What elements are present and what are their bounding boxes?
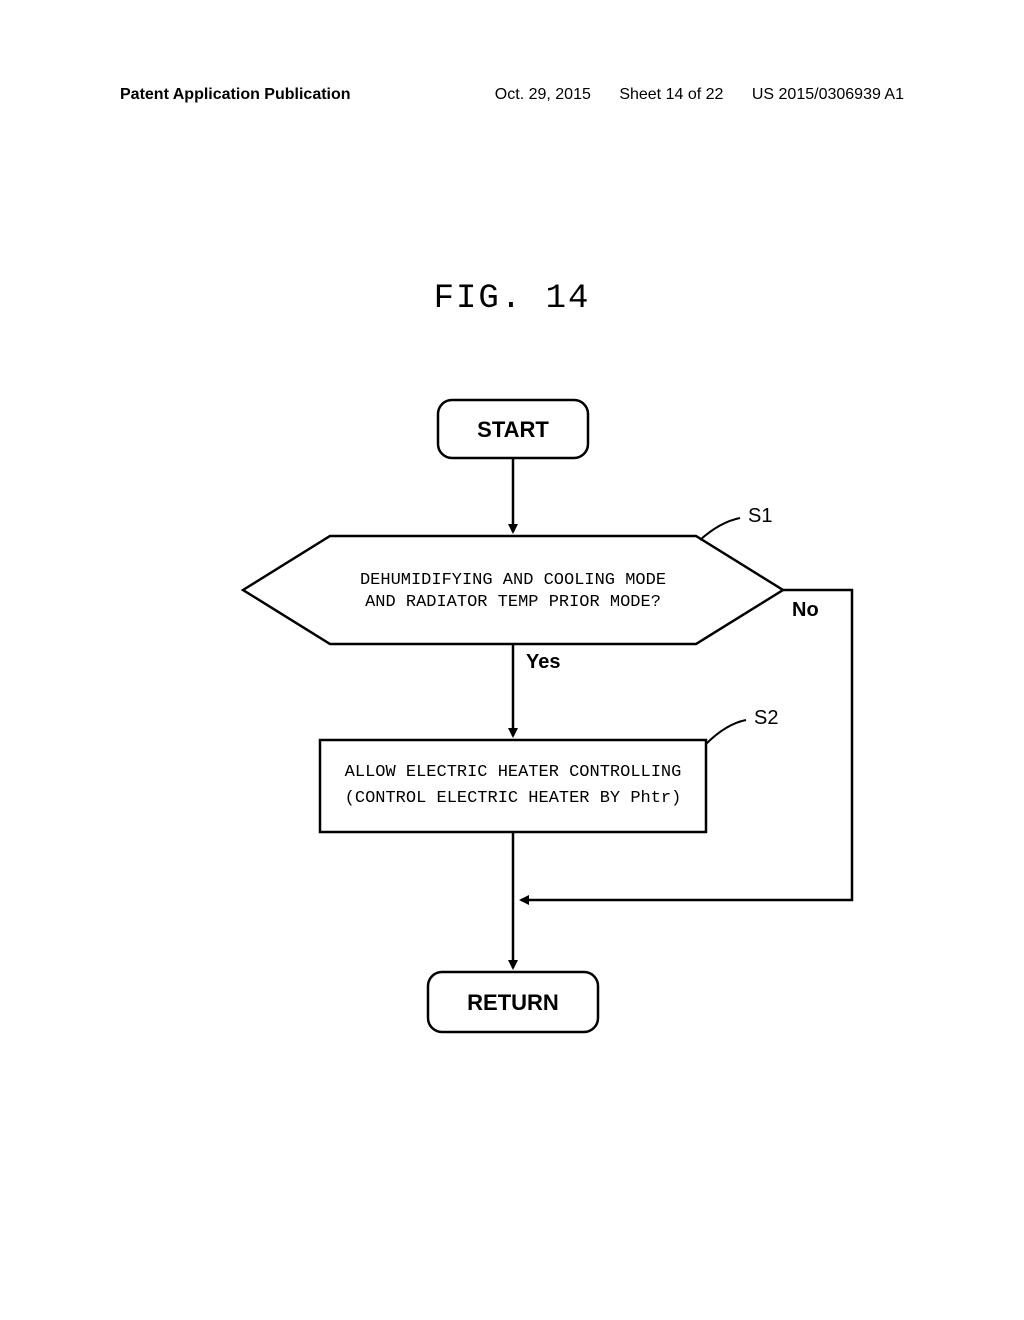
decision-node: DEHUMIDIFYING AND COOLING MODE AND RADIA… (243, 536, 783, 644)
decision-shape (243, 536, 783, 644)
process-line1: ALLOW ELECTRIC HEATER CONTROLLING (345, 763, 682, 782)
s1-text: S1 (748, 505, 772, 527)
s2-text: S2 (754, 707, 778, 729)
no-label: No (792, 599, 819, 621)
return-node: RETURN (428, 972, 598, 1032)
process-line2: (CONTROL ELECTRIC HEATER BY Phtr) (345, 789, 682, 808)
figure-title: FIG. 14 (0, 280, 1024, 318)
step-label-s1: S1 (700, 505, 772, 540)
header-sheet: Sheet 14 of 22 (619, 86, 723, 103)
yes-label: Yes (526, 651, 560, 673)
start-label: START (477, 417, 549, 442)
header-pubno: US 2015/0306939 A1 (752, 86, 904, 103)
header-left: Patent Application Publication (120, 86, 351, 104)
decision-line1: DEHUMIDIFYING AND COOLING MODE (360, 571, 666, 590)
process-node: ALLOW ELECTRIC HEATER CONTROLLING (CONTR… (320, 740, 706, 832)
header-right: Oct. 29, 2015 Sheet 14 of 22 US 2015/030… (471, 86, 904, 104)
flowchart: START DEHUMIDIFYING AND COOLING MODE AND… (0, 360, 1024, 1120)
decision-line2: AND RADIATOR TEMP PRIOR MODE? (365, 593, 661, 612)
conn-no-branch (521, 590, 852, 900)
step-label-s2: S2 (706, 707, 778, 744)
start-node: START (438, 400, 588, 458)
process-rect (320, 740, 706, 832)
return-label: RETURN (467, 990, 559, 1015)
header-date: Oct. 29, 2015 (495, 86, 591, 103)
